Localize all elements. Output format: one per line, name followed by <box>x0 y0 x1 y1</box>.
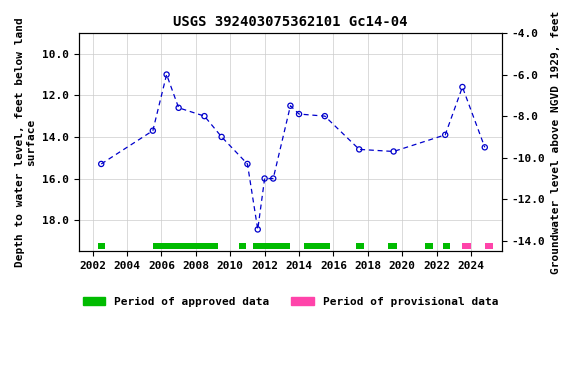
Bar <box>444 243 450 249</box>
Bar <box>304 243 330 249</box>
Bar <box>485 243 494 249</box>
Point <box>148 127 157 134</box>
Point <box>200 113 209 119</box>
Bar <box>356 243 365 249</box>
Bar <box>463 243 471 249</box>
Point <box>268 175 278 182</box>
Point <box>441 132 450 138</box>
Point <box>320 113 329 119</box>
Point <box>260 175 269 182</box>
Bar <box>425 243 433 249</box>
Point <box>286 103 295 109</box>
Point <box>174 105 183 111</box>
Point <box>458 84 467 90</box>
Y-axis label: Depth to water level, feet below land
surface: Depth to water level, feet below land su… <box>15 17 37 267</box>
Bar <box>98 243 105 249</box>
Point <box>480 144 490 151</box>
Point <box>294 111 304 117</box>
Point <box>253 227 262 233</box>
Bar <box>388 243 397 249</box>
Legend: Period of approved data, Period of provisional data: Period of approved data, Period of provi… <box>78 292 502 311</box>
Bar <box>153 243 218 249</box>
Point <box>162 71 171 78</box>
Bar <box>253 243 290 249</box>
Point <box>389 148 398 154</box>
Point <box>243 161 252 167</box>
Bar <box>239 243 246 249</box>
Point <box>97 161 106 167</box>
Y-axis label: Groundwater level above NGVD 1929, feet: Groundwater level above NGVD 1929, feet <box>551 10 561 274</box>
Title: USGS 392403075362101 Gc14-04: USGS 392403075362101 Gc14-04 <box>173 15 408 29</box>
Point <box>217 134 226 140</box>
Point <box>355 146 364 152</box>
